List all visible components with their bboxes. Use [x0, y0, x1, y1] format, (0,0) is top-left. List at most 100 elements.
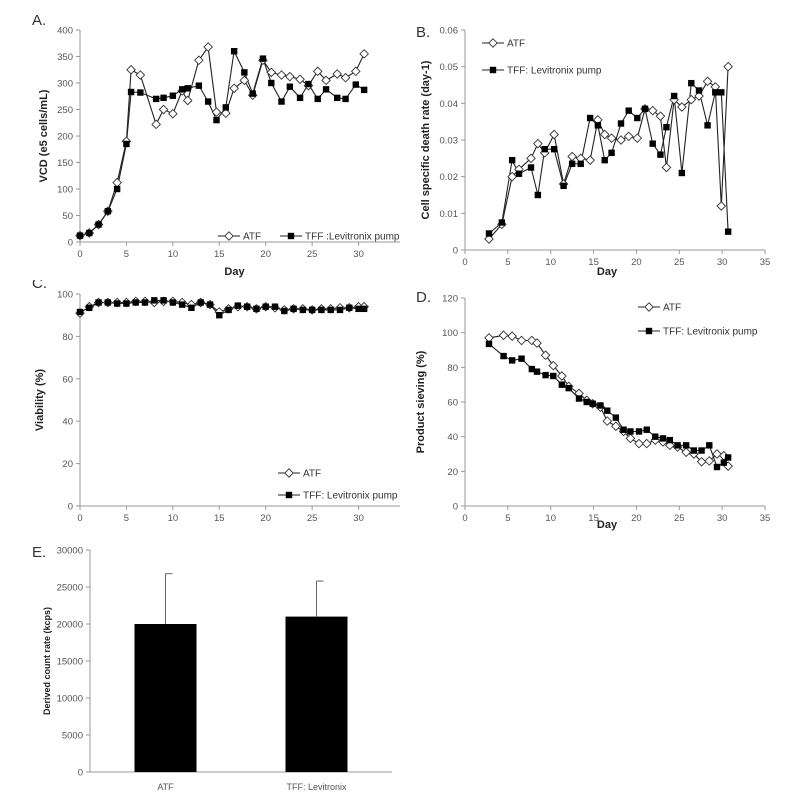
series-1-point — [548, 360, 559, 371]
series-2-point — [318, 306, 325, 314]
series-2-point — [336, 306, 344, 314]
series-2-point — [649, 140, 656, 147]
series-2-point — [234, 302, 242, 309]
series-2-point — [695, 87, 703, 94]
series-line-2 — [79, 49, 365, 237]
series-2-point — [299, 306, 307, 314]
panel-label: B. — [416, 24, 430, 41]
series-1-point — [677, 102, 687, 112]
series-2-point — [151, 297, 158, 304]
series-2-point — [641, 105, 649, 113]
y-tick-label: 200 — [57, 132, 73, 143]
x-axis-title: Day — [224, 266, 245, 278]
series-2-point — [666, 436, 674, 444]
series-1-point — [151, 119, 161, 130]
series-2-point — [706, 442, 713, 449]
series-1-point — [484, 234, 494, 244]
y-tick-label: 40 — [62, 417, 73, 428]
series-2-point — [643, 426, 650, 433]
series-1-point — [625, 433, 636, 444]
y-tick-label: 40 — [447, 432, 458, 443]
series-2-point — [698, 447, 705, 454]
series-2-point — [355, 305, 362, 313]
series-2-point — [113, 185, 121, 193]
y-tick-label: 15000 — [57, 657, 83, 668]
x-tick-label: 5 — [124, 513, 129, 524]
series-2-point — [634, 114, 641, 122]
series-1-point — [312, 66, 323, 77]
series-2-point — [342, 95, 349, 103]
series-2-point — [612, 414, 620, 421]
series-2-point — [206, 301, 214, 308]
series-2-point — [127, 88, 135, 96]
series-1-point — [276, 70, 287, 80]
series-2-point — [104, 208, 112, 215]
series-1-point — [655, 111, 666, 122]
series-2-point — [515, 170, 523, 177]
series-2-point — [485, 230, 493, 237]
y-tick-label: 20 — [62, 459, 73, 470]
x-tick-label: 10 — [545, 257, 556, 268]
series-2-point — [327, 306, 334, 314]
series-2-point — [243, 303, 251, 310]
series-1-point — [321, 75, 331, 86]
series-1-point — [606, 133, 617, 144]
y-tick-label: 100 — [442, 328, 458, 339]
series-1-point — [229, 83, 239, 94]
x-tick-label: 15 — [588, 513, 599, 524]
series-2-point — [197, 299, 204, 306]
series-1-point — [540, 350, 551, 361]
legend-marker — [224, 231, 234, 241]
legend-marker — [285, 491, 293, 499]
bar — [134, 624, 197, 772]
series-1-point — [557, 371, 567, 381]
series-2-point — [682, 442, 690, 449]
series-2-point — [724, 454, 732, 461]
series-2-point — [688, 79, 695, 87]
series-1-point — [194, 55, 204, 66]
series-1-point — [158, 104, 169, 115]
legend-label: TFF: Levitronix pump — [507, 66, 602, 77]
series-1-point — [507, 171, 517, 182]
legend-marker — [489, 66, 497, 74]
y-tick-label: 0 — [453, 502, 458, 513]
x-tick-label: 30 — [717, 257, 728, 268]
series-2-point — [527, 164, 535, 171]
series-2-point — [508, 357, 516, 364]
x-tick-label: 30 — [353, 513, 364, 524]
series-2-point — [249, 90, 256, 97]
series-2-point — [568, 160, 576, 168]
series-1-point — [526, 153, 536, 164]
series-1-point — [203, 42, 213, 52]
series-2-point — [160, 94, 167, 102]
series-2-point — [597, 402, 604, 409]
panel-label: E. — [32, 544, 46, 561]
series-1-point — [285, 71, 295, 82]
series-2-point — [485, 340, 493, 348]
series-2-point — [160, 297, 167, 304]
y-axis-title: Viability (%) — [34, 369, 46, 431]
y-tick-label: 0.03 — [440, 136, 459, 147]
series-2-point — [635, 428, 643, 435]
x-tick-label: 25 — [674, 513, 685, 524]
y-tick-label: 0 — [453, 246, 458, 257]
y-tick-label: 0.05 — [440, 62, 459, 73]
series-2-point — [225, 306, 232, 314]
series-2-point — [184, 85, 191, 92]
y-tick-label: 120 — [442, 294, 458, 305]
series-2-point — [286, 83, 294, 90]
series-1-point — [350, 66, 361, 77]
y-tick-label: 250 — [57, 105, 73, 116]
series-2-point — [560, 182, 567, 190]
y-tick-label: 400 — [57, 26, 73, 37]
series-2-point — [542, 371, 549, 379]
series-2-point — [86, 229, 93, 237]
series-2-point — [281, 307, 288, 315]
legend-label: TFF :Levitronix pump — [305, 232, 400, 243]
series-1-point — [211, 107, 222, 117]
x-tick-label: 15 — [588, 257, 599, 268]
x-tick-label: 10 — [168, 249, 179, 260]
y-axis-title: Derived count rate (kcps) — [42, 607, 52, 715]
x-tick-label: 35 — [760, 513, 771, 524]
series-2-point — [188, 304, 195, 311]
